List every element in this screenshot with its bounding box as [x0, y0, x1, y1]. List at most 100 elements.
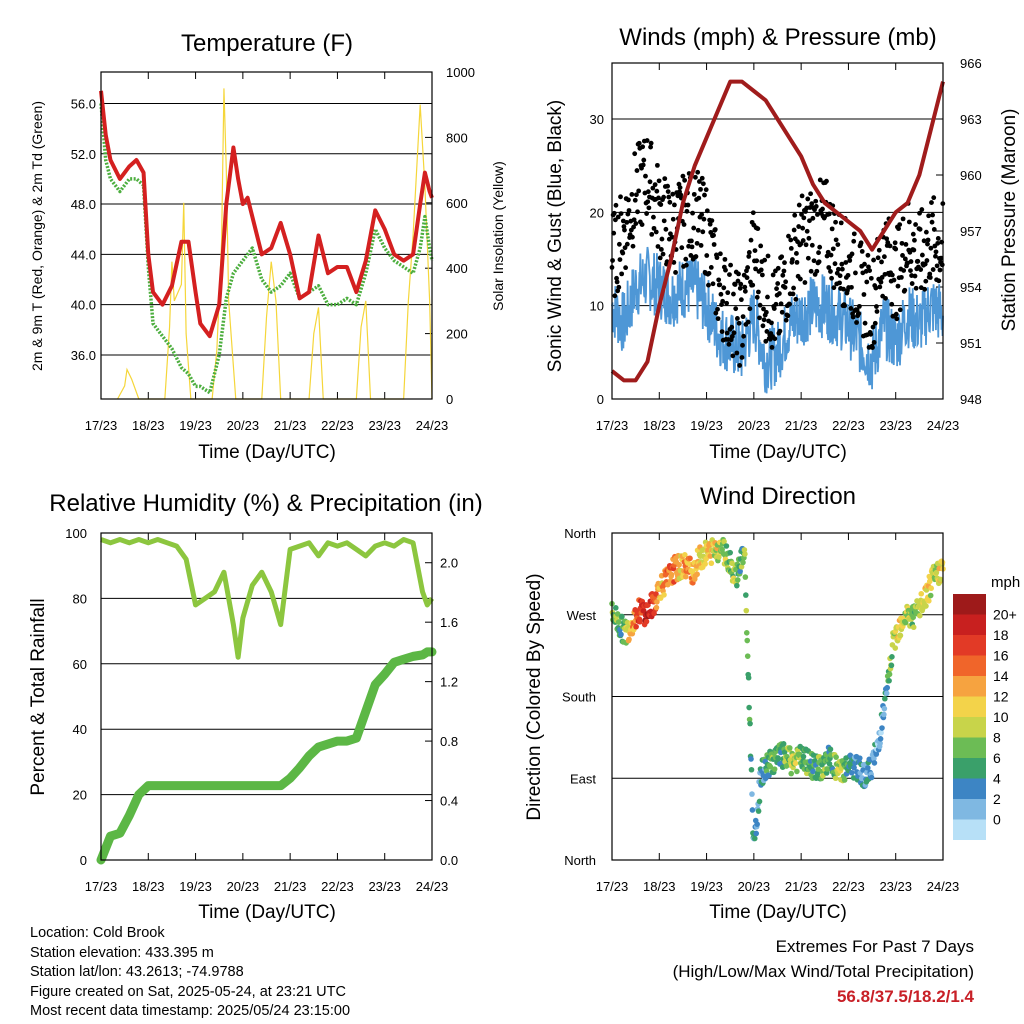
direction-point	[910, 624, 917, 631]
info-elevation: Station elevation: 433.395 m	[30, 944, 214, 961]
gust-point	[899, 240, 905, 246]
gust-point	[868, 275, 874, 281]
gust-point	[879, 275, 885, 280]
gust-point	[782, 260, 787, 266]
legend-label: 14	[993, 668, 1009, 684]
gust-point	[635, 209, 640, 215]
gust-point	[912, 273, 918, 279]
direction-point	[841, 777, 848, 783]
gust-point	[833, 219, 838, 225]
gust-point	[647, 179, 653, 185]
gust-point	[912, 237, 917, 243]
gust-point	[713, 310, 719, 316]
gust-point	[715, 316, 721, 322]
gust-point	[653, 229, 659, 235]
gust-point	[660, 251, 666, 257]
direction-point	[928, 585, 934, 592]
y-tick-label: 56.0	[71, 96, 96, 111]
gust-point	[716, 277, 722, 283]
gust-point	[662, 176, 668, 182]
gust-point	[915, 258, 921, 264]
gust-point	[661, 194, 667, 200]
gust-point	[803, 242, 809, 248]
gust-point	[740, 314, 746, 320]
gust-point	[934, 263, 940, 269]
gust-point	[901, 268, 907, 273]
x-tick-label: 23/23	[879, 879, 912, 894]
gust-point	[898, 274, 904, 280]
gust-point	[903, 241, 909, 247]
gust-point	[772, 336, 778, 342]
info-recent: Most recent data timestamp: 2025/05/24 2…	[30, 1003, 351, 1019]
legend-title: mph	[991, 574, 1020, 591]
wind-title: Winds (mph) & Pressure (mb)	[619, 24, 936, 51]
gust-point	[758, 243, 764, 249]
gust-point	[651, 225, 657, 231]
y-tick-label: North	[564, 853, 596, 868]
x-tick-label: 24/23	[416, 418, 449, 433]
y2-tick-label: 1.2	[440, 675, 458, 690]
gust-point	[745, 265, 751, 270]
gust-point	[800, 225, 806, 231]
legend-swatch	[953, 676, 986, 697]
gust-point	[788, 245, 794, 251]
direction-frame	[611, 532, 944, 861]
gust-point	[817, 177, 823, 183]
gust-point	[877, 284, 883, 290]
gust-point	[808, 191, 813, 197]
gust-point	[837, 273, 843, 279]
direction-point	[633, 623, 639, 630]
gust-point	[923, 229, 929, 235]
gust-point	[748, 237, 754, 243]
info-location: Location: Cold Brook	[30, 925, 165, 941]
gust-point	[613, 202, 619, 208]
direction-point	[923, 603, 929, 609]
gust-point	[624, 241, 630, 247]
gust-point	[665, 189, 671, 195]
gust-point	[695, 169, 701, 175]
gust-point	[862, 320, 868, 326]
gust-point	[688, 253, 694, 258]
gust-point	[667, 199, 673, 205]
direction-point	[892, 645, 899, 651]
gust-point	[724, 300, 730, 306]
temperature-y2label: Solar Insolation (Yellow)	[490, 161, 506, 311]
gust-point	[631, 217, 637, 223]
gust-point	[729, 324, 735, 330]
gust-point	[672, 202, 677, 208]
gust-point	[715, 306, 720, 312]
gust-point	[801, 215, 807, 221]
wind-ylabel: Sonic Wind & Gust (Blue, Black)	[545, 100, 566, 372]
gust-point	[746, 254, 752, 259]
gust-point	[900, 216, 906, 222]
x-tick-label: 18/23	[643, 418, 676, 433]
gust-point	[933, 253, 938, 259]
gust-point	[711, 232, 716, 238]
gust-point	[836, 266, 841, 272]
gust-point	[734, 350, 740, 356]
gust-point	[908, 268, 913, 274]
gust-point	[864, 279, 870, 285]
legend-label: 2	[993, 791, 1001, 807]
gust-point	[933, 249, 939, 255]
y2-tick-label: 966	[960, 56, 982, 71]
wind-frame	[611, 62, 944, 400]
gust-point	[673, 270, 678, 275]
gust-point	[670, 191, 676, 197]
x-tick-label: 17/23	[596, 879, 629, 894]
gust-point	[785, 313, 791, 319]
direction-point	[812, 758, 818, 764]
direction-xlabel: Time (Day/UTC)	[709, 902, 847, 923]
gust-point	[871, 257, 876, 263]
gust-point	[645, 199, 651, 205]
gust-point	[683, 262, 689, 268]
wind-marks	[609, 79, 946, 394]
gust-point	[739, 355, 745, 360]
y-tick-label: 40	[73, 722, 87, 737]
gust-point	[685, 202, 691, 208]
gust-point	[695, 227, 701, 233]
y-tick-label: 20	[590, 205, 604, 220]
gust-point	[849, 251, 855, 257]
gust-point	[794, 251, 799, 256]
gust-point	[645, 189, 651, 195]
